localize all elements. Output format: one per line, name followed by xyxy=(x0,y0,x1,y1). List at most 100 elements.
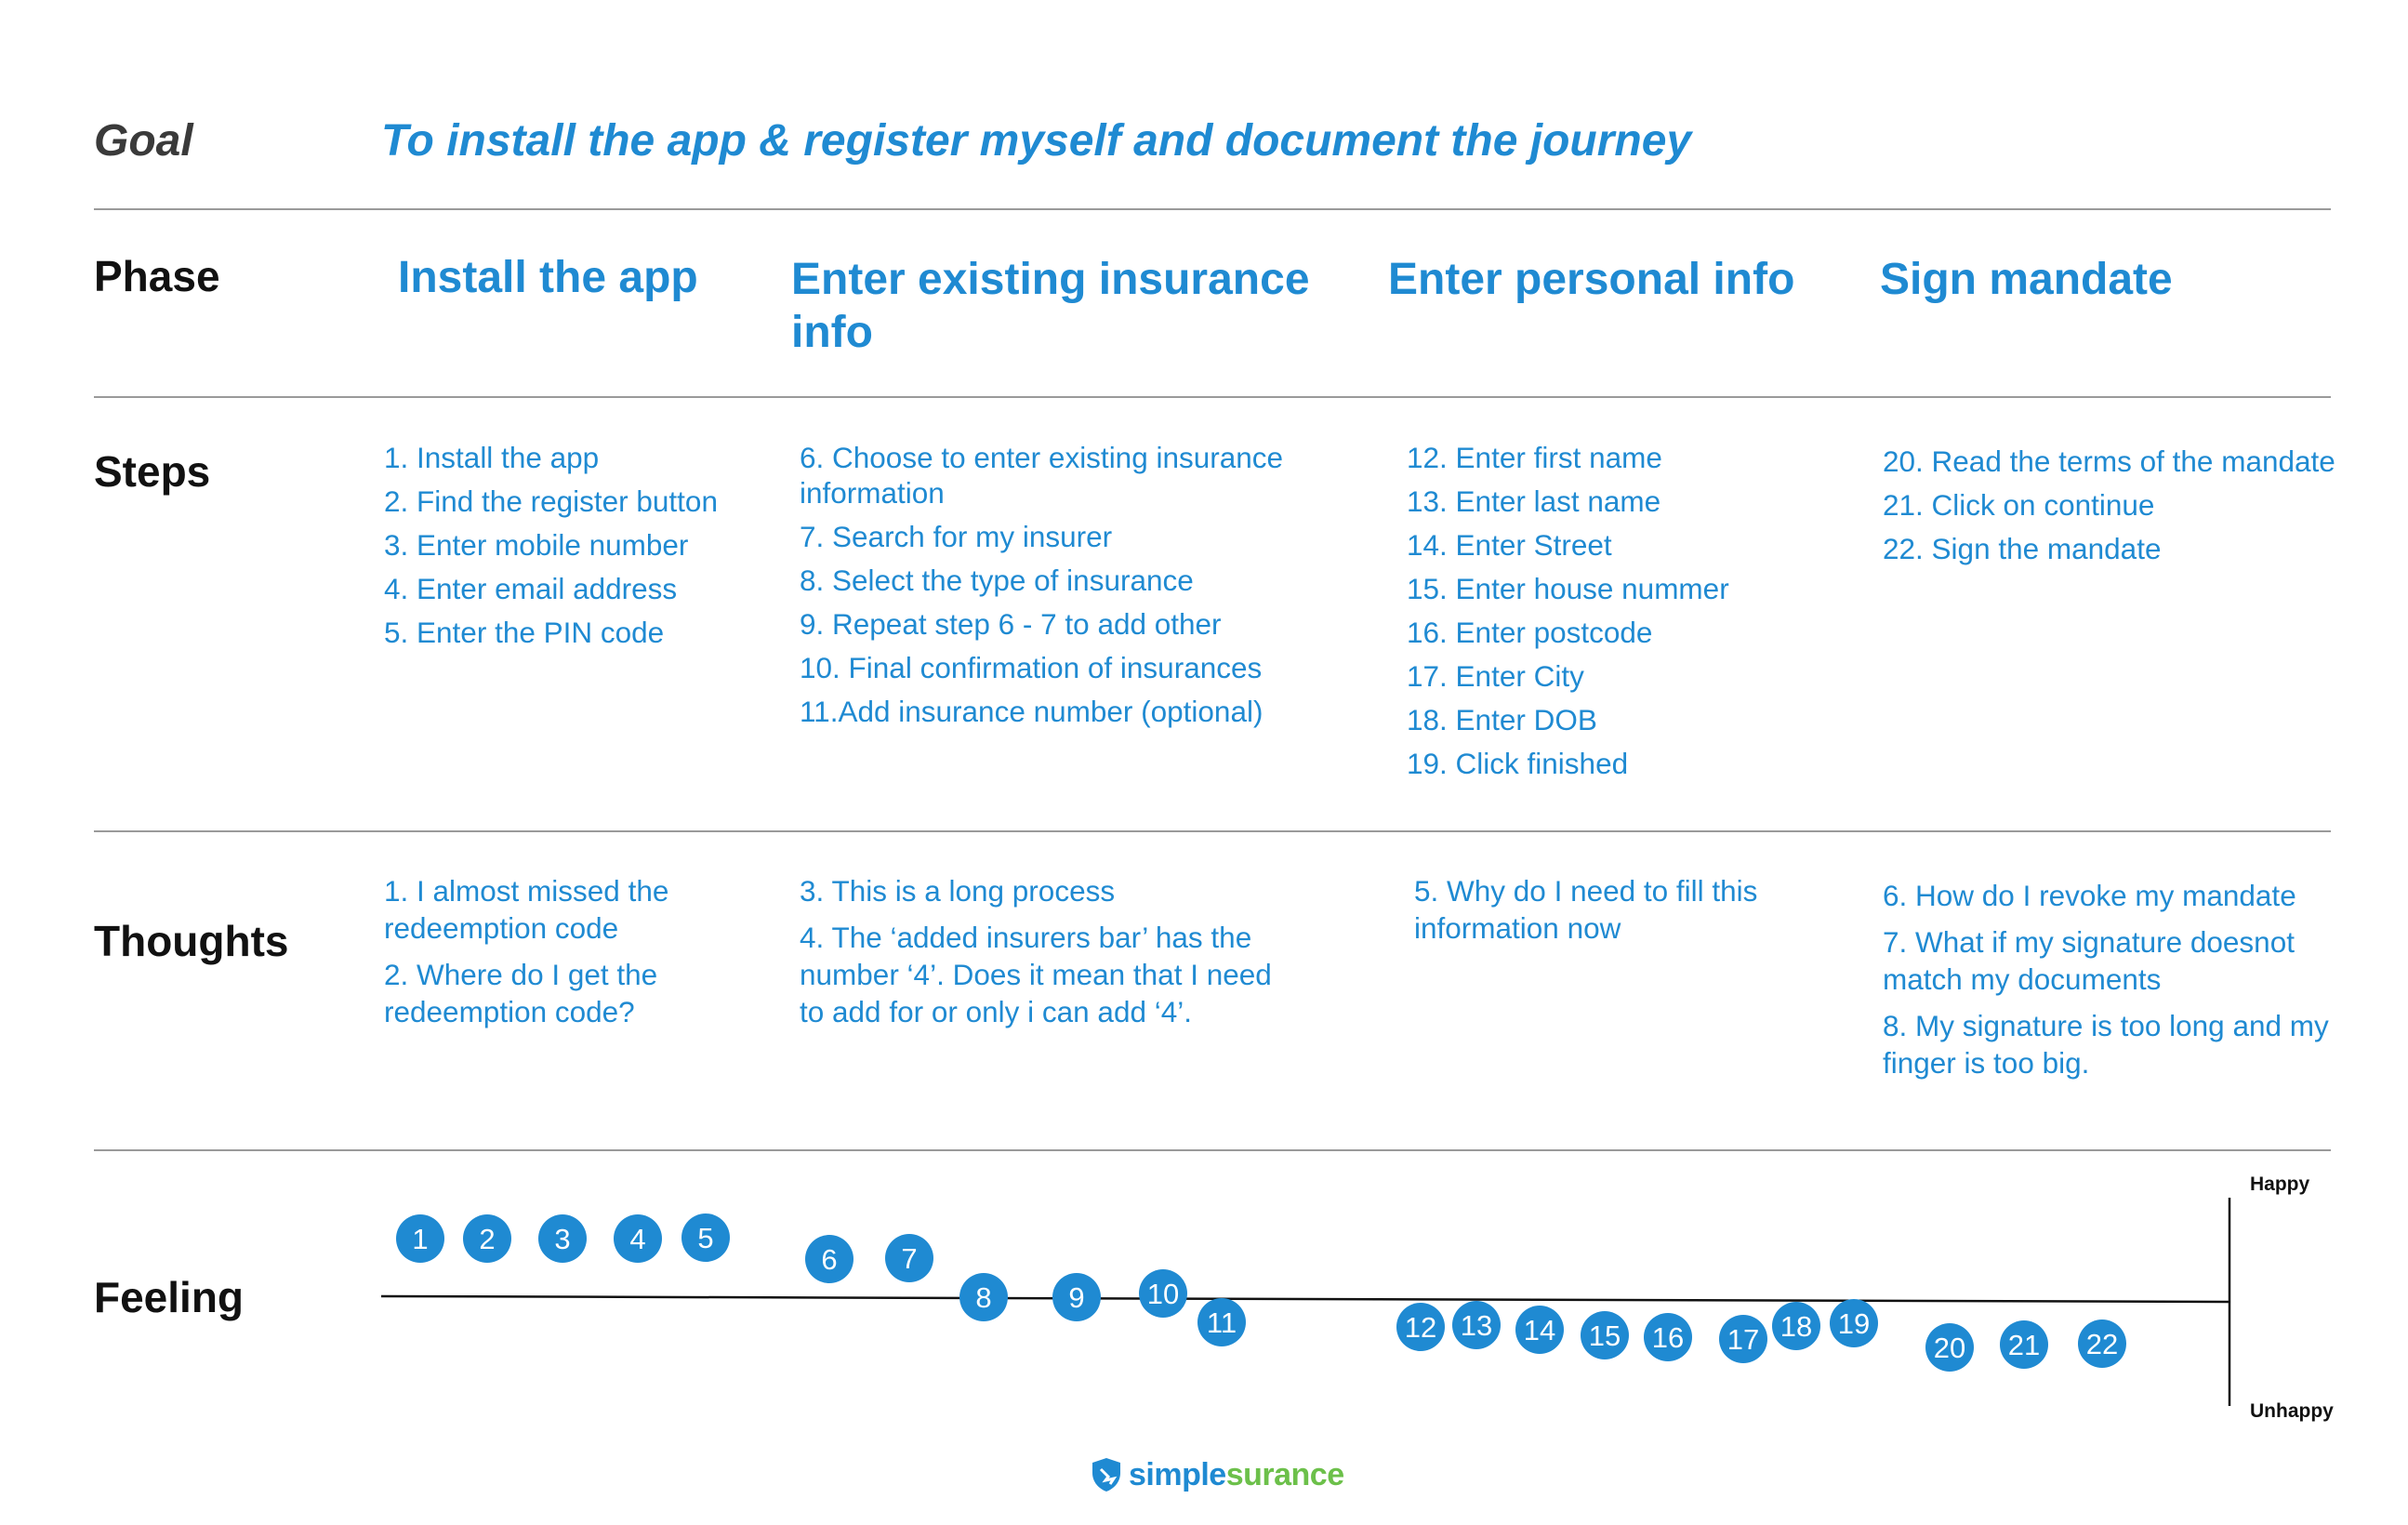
feeling-point-circle xyxy=(1139,1269,1187,1318)
logo-text-simple: simple xyxy=(1129,1456,1226,1492)
feeling-row-label: Feeling xyxy=(94,1273,245,1321)
feeling-point-6: 6 xyxy=(805,1235,853,1283)
thoughts-list-mandate: 6. How do I revoke my mandate 7. What if… xyxy=(1883,877,2366,1091)
divider-goal xyxy=(94,208,2331,210)
feeling-point-16: 16 xyxy=(1644,1313,1692,1361)
feeling-point-circle xyxy=(805,1235,853,1283)
list-item: 10. Final confirmation of insurances xyxy=(800,651,1263,684)
phase-existing-insurance: Enter existing insurance info xyxy=(791,255,1310,357)
feeling-point-circle xyxy=(2078,1319,2126,1368)
feeling-point-circle xyxy=(681,1213,730,1262)
steps-list-insurance: 6. Choose to enter existing insurance in… xyxy=(800,440,1320,737)
feeling-point-circle xyxy=(1925,1323,1974,1372)
feeling-point-circle xyxy=(1197,1298,1246,1346)
feeling-point-15: 15 xyxy=(1581,1311,1629,1359)
feeling-point-circle xyxy=(538,1214,587,1263)
feeling-point-10: 10 xyxy=(1139,1269,1187,1318)
list-item: 3. This is a long process xyxy=(800,874,1116,908)
feeling-point-circle xyxy=(885,1234,933,1282)
list-item: 2. Find the register button xyxy=(384,484,718,518)
divider-thoughts xyxy=(94,1149,2331,1151)
feeling-point-label: 6 xyxy=(821,1243,837,1276)
goal-label: Goal xyxy=(94,116,193,166)
feeling-point-20: 20 xyxy=(1925,1323,1974,1372)
divider-phase xyxy=(94,396,2331,398)
feeling-point-9: 9 xyxy=(1052,1273,1101,1321)
feeling-point-2: 2 xyxy=(463,1214,511,1263)
list-item: 1. Install the app xyxy=(384,441,600,474)
feeling-point-circle xyxy=(463,1214,511,1263)
feeling-point-21: 21 xyxy=(2000,1320,2048,1369)
feeling-point-label: 13 xyxy=(1461,1309,1492,1342)
simplesurance-logo: simple surance xyxy=(1090,1452,1344,1497)
feeling-point-label: 22 xyxy=(2086,1328,2118,1360)
list-item: 12. Enter first name xyxy=(1407,441,1662,474)
shield-icon xyxy=(1092,1458,1120,1492)
feeling-point-22: 22 xyxy=(2078,1319,2126,1368)
list-item: 8. My signature is too long and my finge… xyxy=(1883,1009,2329,1080)
thoughts-list-personal: 5. Why do I need to fill this informatio… xyxy=(1414,872,1823,956)
logo-text-surance: surance xyxy=(1225,1456,1344,1492)
feeling-point-7: 7 xyxy=(885,1234,933,1282)
thoughts-list-insurance: 3. This is a long process 4. The ‘added … xyxy=(800,872,1302,1040)
feeling-point-13: 13 xyxy=(1452,1301,1501,1349)
goal-text: To install the app & register myself and… xyxy=(381,116,1692,166)
feeling-point-14: 14 xyxy=(1515,1306,1564,1354)
feeling-point-11: 11 xyxy=(1197,1298,1246,1346)
list-item: 22. Sign the mandate xyxy=(1883,532,2162,565)
list-item: 5. Enter the PIN code xyxy=(384,616,665,649)
feeling-point-18: 18 xyxy=(1772,1302,1820,1350)
list-item: 1. I almost missed the redeemption code xyxy=(384,874,669,945)
list-item: 13. Enter last name xyxy=(1407,484,1661,518)
feeling-point-circle xyxy=(1515,1306,1564,1354)
feeling-point-circle xyxy=(1772,1302,1820,1350)
feeling-point-label: 19 xyxy=(1838,1307,1870,1340)
list-item: 18. Enter DOB xyxy=(1407,703,1597,736)
list-item: 4. The ‘added insurers bar’ has the numb… xyxy=(800,921,1272,1028)
feeling-point-circle xyxy=(1581,1311,1629,1359)
list-item: 6. How do I revoke my mandate xyxy=(1883,879,2296,912)
feeling-point-label: 16 xyxy=(1652,1321,1684,1354)
feeling-point-circle xyxy=(1830,1299,1878,1347)
list-item: 9. Repeat step 6 - 7 to add other xyxy=(800,607,1222,641)
feeling-point-label: 1 xyxy=(412,1223,428,1255)
thoughts-list-install: 1. I almost missed the redeemption code … xyxy=(384,872,737,1040)
feeling-point-label: 12 xyxy=(1405,1311,1436,1344)
thoughts-row-label: Thoughts xyxy=(94,917,289,965)
list-item: 19. Click finished xyxy=(1407,747,1629,780)
feeling-point-circle xyxy=(396,1214,444,1263)
list-item: 17. Enter City xyxy=(1407,659,1584,693)
feeling-point-3: 3 xyxy=(538,1214,587,1263)
list-item: 14. Enter Street xyxy=(1407,528,1612,562)
feeling-point-label: 8 xyxy=(975,1281,991,1314)
steps-list-personal: 12. Enter first name 13. Enter last name… xyxy=(1407,440,1853,789)
feeling-point-circle xyxy=(959,1273,1008,1321)
feeling-point-label: 11 xyxy=(1207,1306,1237,1339)
feeling-point-label: 9 xyxy=(1068,1281,1084,1314)
phase-install-app: Install the app xyxy=(398,253,698,302)
feeling-point-8: 8 xyxy=(959,1273,1008,1321)
feeling-point-label: 15 xyxy=(1589,1319,1621,1352)
list-item: 3. Enter mobile number xyxy=(384,528,689,562)
feeling-point-circle xyxy=(1452,1301,1501,1349)
feeling-point-circle xyxy=(1052,1273,1101,1321)
list-item: 21. Click on continue xyxy=(1883,488,2155,522)
phase-row-label: Phase xyxy=(94,252,220,300)
feeling-point-label: 10 xyxy=(1147,1278,1179,1310)
feeling-point-label: 7 xyxy=(901,1242,917,1275)
list-item: 5. Why do I need to fill this informatio… xyxy=(1414,874,1758,945)
feeling-point-1: 1 xyxy=(396,1214,444,1263)
feeling-point-circle xyxy=(2000,1320,2048,1369)
feeling-point-label: 2 xyxy=(479,1223,495,1255)
feeling-point-19: 19 xyxy=(1830,1299,1878,1347)
feeling-baseline xyxy=(380,1294,2230,1304)
feeling-point-label: 3 xyxy=(554,1223,570,1255)
list-item: 11.Add insurance number (optional) xyxy=(800,695,1264,728)
feeling-point-label: 20 xyxy=(1934,1332,1965,1364)
feeling-point-circle xyxy=(1719,1315,1767,1363)
list-item: 7. Search for my insurer xyxy=(800,520,1113,553)
feeling-point-circle xyxy=(614,1214,662,1263)
feeling-point-12: 12 xyxy=(1396,1303,1445,1351)
